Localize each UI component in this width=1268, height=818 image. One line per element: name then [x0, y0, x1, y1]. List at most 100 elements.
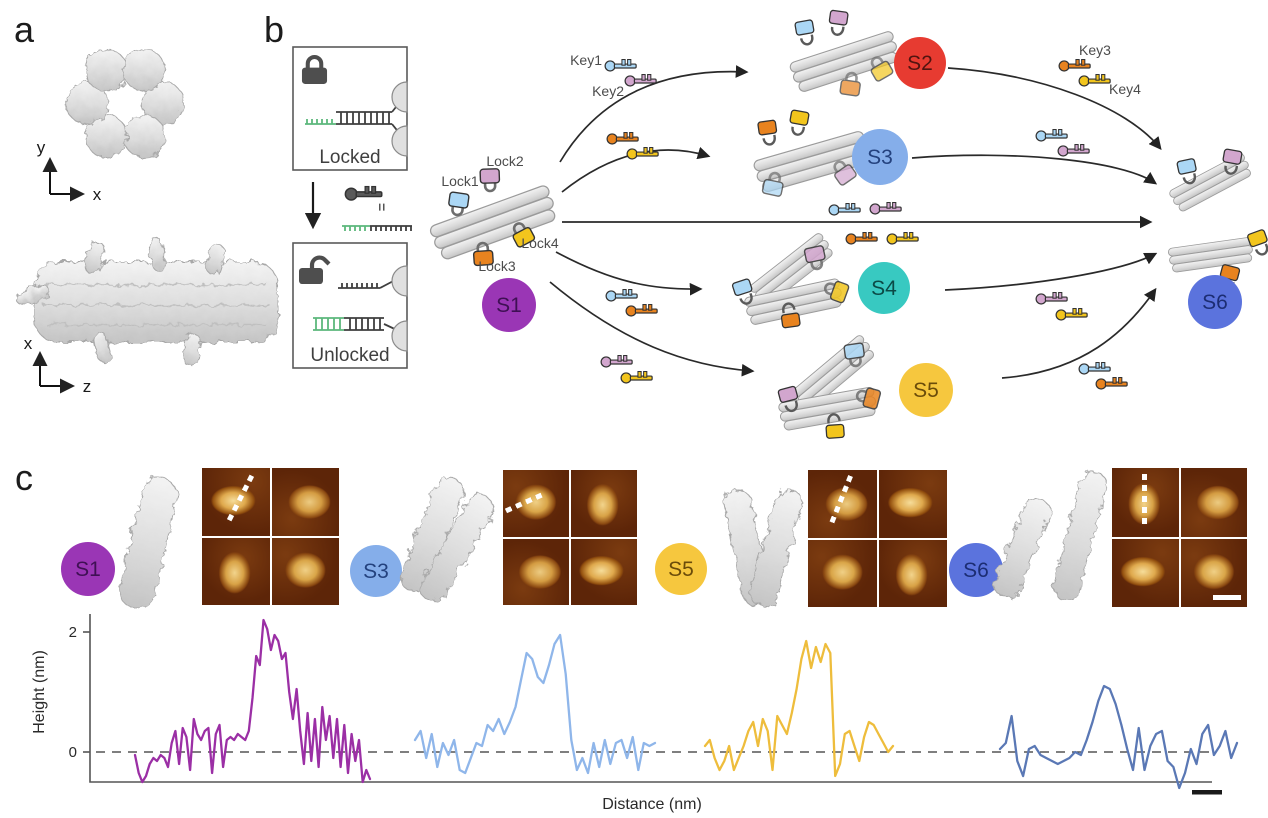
panel-b-label: b	[264, 9, 284, 50]
profile-line-marker	[226, 474, 255, 522]
svg-text:S5: S5	[913, 379, 939, 402]
arrow-s4-s6	[944, 252, 1158, 291]
afm-image-tile	[1180, 538, 1247, 607]
afm-image-tile	[271, 468, 339, 536]
afm-image-tile	[202, 537, 270, 605]
afm-image-tile	[1180, 468, 1247, 537]
profile-trace-S3	[413, 633, 657, 775]
svg-text:S1: S1	[75, 558, 101, 581]
lock3-label: Lock3	[478, 258, 516, 274]
panel-a-label: a	[14, 9, 35, 50]
structure-side-view	[16, 237, 279, 367]
key-pairs: Key1 Key2 Key3 Key4	[570, 42, 1141, 390]
state-badge-c-s6: S6	[949, 543, 1003, 597]
arrow-s2-s6	[947, 67, 1162, 150]
svg-text:S6: S6	[963, 559, 989, 582]
afm-image-tile	[571, 538, 637, 605]
structure-top-view	[65, 48, 185, 158]
afm-scale-bar	[1213, 595, 1241, 600]
afm-image-tile	[503, 538, 569, 605]
svg-text:S2: S2	[907, 52, 933, 75]
svg-text:S5: S5	[668, 558, 694, 581]
key-strand	[370, 225, 412, 231]
state-badge-s2: S2	[894, 37, 946, 89]
state-badge-s1: S1	[482, 278, 536, 332]
key2-icon	[869, 201, 902, 215]
profile-line-marker	[503, 492, 543, 516]
key3-icon	[1095, 376, 1128, 390]
released-strand	[338, 277, 400, 289]
axes-side-view: x z	[24, 334, 92, 396]
key3-icon	[625, 303, 658, 317]
key3-icon	[606, 131, 639, 145]
s5-model	[723, 489, 804, 607]
axis-x2-label: x	[24, 334, 33, 353]
lock2-icon	[478, 167, 502, 193]
profile-trace-S6	[998, 684, 1239, 790]
axes-top-view: y x	[37, 138, 102, 204]
state-badge-s3: S3	[852, 129, 908, 185]
key2-icon	[1057, 143, 1090, 157]
x-axis-label: Distance (nm)	[602, 796, 702, 813]
afm-image-tile	[808, 470, 877, 538]
origami-edge	[391, 265, 408, 297]
equivalence-symbol: =	[374, 203, 390, 211]
afm-image-grid-s6	[1112, 468, 1247, 607]
afm-image-tile	[571, 470, 637, 537]
arrow-s1-s2	[559, 65, 749, 163]
key1-icon	[604, 58, 637, 72]
svg-text:S1: S1	[496, 294, 522, 317]
state-badge-c-s1: S1	[61, 542, 115, 596]
key2-label: Key2	[592, 83, 624, 99]
y-axis-label: Height (nm)	[31, 650, 48, 734]
state-badge-s4: S4	[858, 262, 910, 314]
key3-label: Key3	[1079, 42, 1111, 58]
ytick-2-label: 2	[69, 624, 77, 641]
key1-icon	[1035, 128, 1068, 142]
ytick-0-label: 0	[69, 744, 77, 761]
s6-model	[993, 470, 1107, 602]
lock1-label: Lock1	[441, 173, 479, 189]
panel-c-label: c	[15, 457, 33, 498]
state-badge-s6: S6	[1188, 275, 1242, 329]
key4-icon	[620, 370, 653, 384]
reaction-arrows	[549, 65, 1162, 379]
key3-icon	[1058, 58, 1091, 72]
s4-structure	[730, 231, 851, 330]
afm-image-tile	[878, 470, 947, 538]
open-lock2-icon	[826, 8, 850, 38]
origami-edge	[391, 320, 408, 352]
afm-image-tile	[503, 470, 569, 537]
svg-text:S6: S6	[1202, 291, 1228, 314]
state-badge-c-s5: S5	[655, 543, 707, 595]
arrow-s1-s5	[549, 281, 755, 377]
svg-text:S3: S3	[363, 560, 389, 583]
afm-image-tile	[1112, 468, 1179, 537]
lock1-icon	[446, 190, 471, 218]
key1-icon	[1078, 361, 1111, 375]
axis-y-label: y	[37, 138, 46, 157]
profile-line-marker	[828, 475, 853, 527]
locked-label: Locked	[319, 147, 380, 168]
lock-to-unlock-transition: =	[304, 182, 412, 231]
afm-image-tile	[271, 537, 339, 605]
afm-image-tile	[202, 468, 270, 536]
unlocked-box: Unlocked	[292, 242, 408, 369]
arrow-s3-s6	[911, 154, 1158, 185]
s5-structure	[776, 333, 883, 440]
origami-edge	[391, 81, 408, 113]
axis-x-label: x	[93, 185, 102, 204]
locked-box: Locked	[292, 46, 408, 171]
key3-icon	[845, 231, 878, 245]
state-badge-s5: S5	[899, 363, 953, 417]
s1-structure: Lock1 Lock2 Lock3 Lock4	[428, 153, 560, 274]
afm-image-tile	[1112, 538, 1179, 607]
height-profiles	[133, 618, 1239, 790]
s3-model	[399, 477, 494, 602]
key-strand-toehold	[342, 225, 370, 231]
hybridized-toehold	[313, 317, 344, 331]
origami-edge	[391, 125, 408, 157]
s2-structure	[788, 8, 902, 98]
hybridized-duplex	[344, 317, 400, 332]
key1-icon	[605, 288, 638, 302]
